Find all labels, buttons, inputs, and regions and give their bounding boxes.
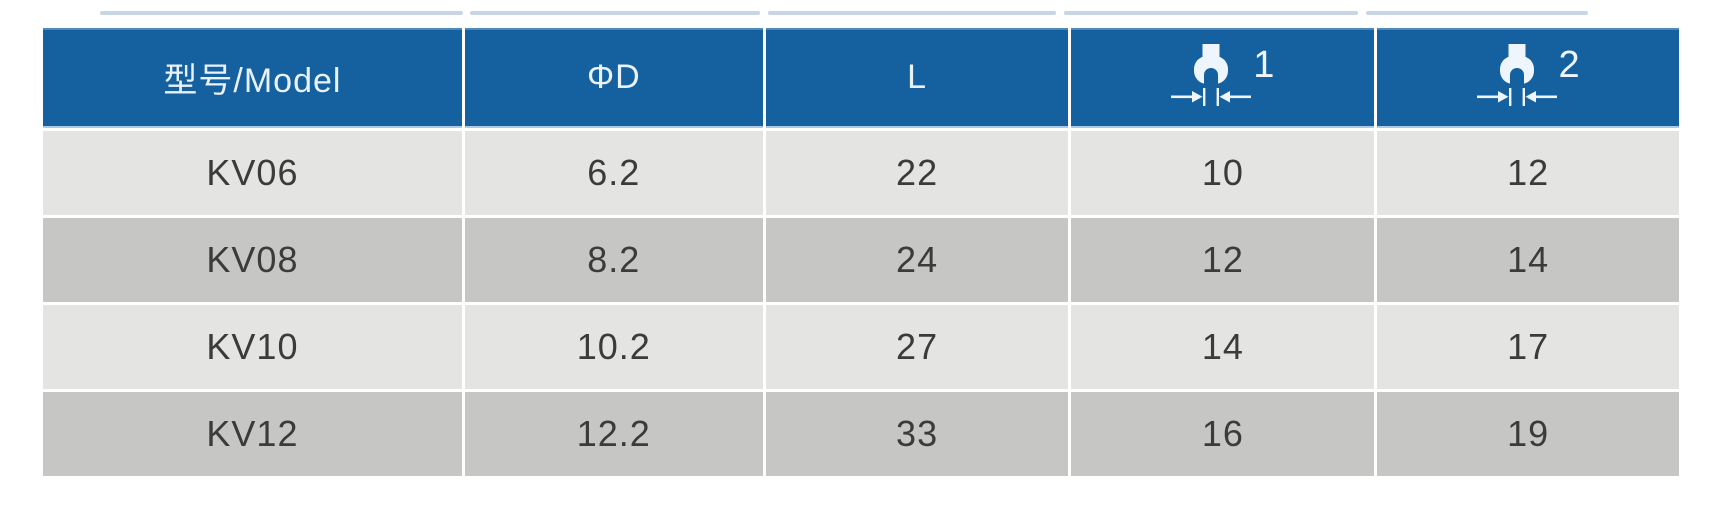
col-header-wrench-2: 2	[1377, 28, 1679, 128]
col-header-model: 型号/Model	[43, 28, 462, 128]
table-cell-length: 27	[765, 305, 1069, 389]
spec-table: 型号/Model ΦD L 1	[43, 28, 1679, 476]
cropped-row-artifact-segment	[1064, 11, 1358, 15]
table-cell-wrench-1: 14	[1071, 305, 1375, 389]
col-header-length: L	[765, 28, 1069, 128]
table-cell-wrench-1: 12	[1071, 218, 1375, 302]
col-header-model-label: 型号/Model	[163, 61, 342, 100]
col-header-length-label: L	[907, 57, 928, 96]
table-cell-diameter: 10.2	[464, 305, 763, 389]
table-cell-wrench-1: 10	[1071, 131, 1375, 215]
table-cell-model: KV08	[43, 218, 462, 302]
table-cell-diameter: 6.2	[464, 131, 763, 215]
wrench-jaw-width-dimension-icon	[1476, 44, 1557, 106]
col-header-diameter-label: ΦD	[586, 57, 641, 96]
table-cell-length: 22	[765, 131, 1069, 215]
table-cell-model: KV10	[43, 305, 462, 389]
table-cell-wrench-1: 16	[1071, 392, 1375, 476]
col-header-wrench-1: 1	[1071, 28, 1375, 128]
col-header-diameter: ΦD	[464, 28, 763, 128]
table-cell-model: KV12	[43, 392, 462, 476]
cropped-row-artifact-segment	[768, 11, 1056, 15]
cropped-row-artifact-segment	[470, 11, 760, 15]
wrench-jaw-width-dimension-icon	[1171, 44, 1252, 106]
table-cell-wrench-2: 14	[1377, 218, 1679, 302]
table-cell-length: 24	[765, 218, 1069, 302]
table-cell-length: 33	[765, 392, 1069, 476]
cropped-row-artifact-segment	[1366, 11, 1588, 15]
table-cell-diameter: 12.2	[464, 392, 763, 476]
table-cell-model: KV06	[43, 131, 462, 215]
table-cell-diameter: 8.2	[464, 218, 763, 302]
table-cell-wrench-2: 12	[1377, 131, 1679, 215]
table-cell-wrench-2: 17	[1377, 305, 1679, 389]
col-header-wrench-1-label: 1	[1253, 43, 1275, 86]
col-header-wrench-2-label: 2	[1558, 43, 1580, 86]
cropped-row-artifact-segment	[100, 11, 463, 15]
table-cell-wrench-2: 19	[1377, 392, 1679, 476]
